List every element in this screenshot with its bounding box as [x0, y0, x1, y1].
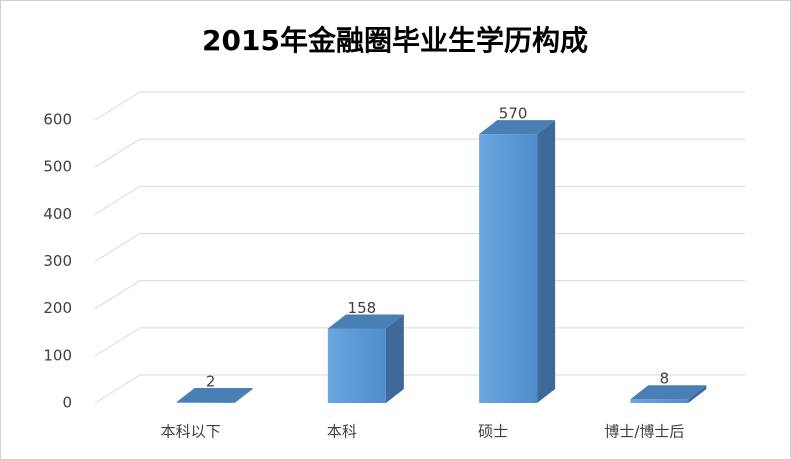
y-tick-label: 0 [62, 394, 72, 412]
x-tick-label: 本科以下 [161, 423, 221, 441]
x-tick-label: 硕士 [478, 423, 508, 441]
bar-side [234, 388, 253, 403]
y-tick-label: 600 [43, 111, 72, 129]
chart-title: 2015年金融圈毕业生学历构成 [202, 24, 588, 57]
y-tick-label: 300 [43, 252, 72, 270]
bar [630, 399, 689, 403]
y-tick-label: 100 [43, 346, 72, 364]
data-label: 8 [660, 370, 670, 388]
grid-line [94, 91, 745, 121]
bar-top [327, 314, 404, 329]
bar [176, 402, 235, 403]
y-tick-label: 500 [43, 158, 72, 176]
y-tick-label: 400 [43, 205, 72, 223]
bar [327, 328, 386, 403]
data-label: 158 [348, 299, 377, 317]
data-label: 2 [206, 373, 216, 391]
data-label: 570 [499, 105, 528, 123]
bar-top [479, 120, 556, 135]
x-tick-label: 本科 [327, 423, 357, 441]
bar-top [630, 385, 707, 400]
bar-top [176, 388, 253, 403]
x-tick-label: 博士/博士后 [604, 423, 684, 441]
bar-side [537, 120, 556, 404]
y-tick-label: 200 [43, 299, 72, 317]
bar [479, 134, 538, 403]
bar-side [688, 385, 707, 403]
bar-side [385, 314, 404, 403]
